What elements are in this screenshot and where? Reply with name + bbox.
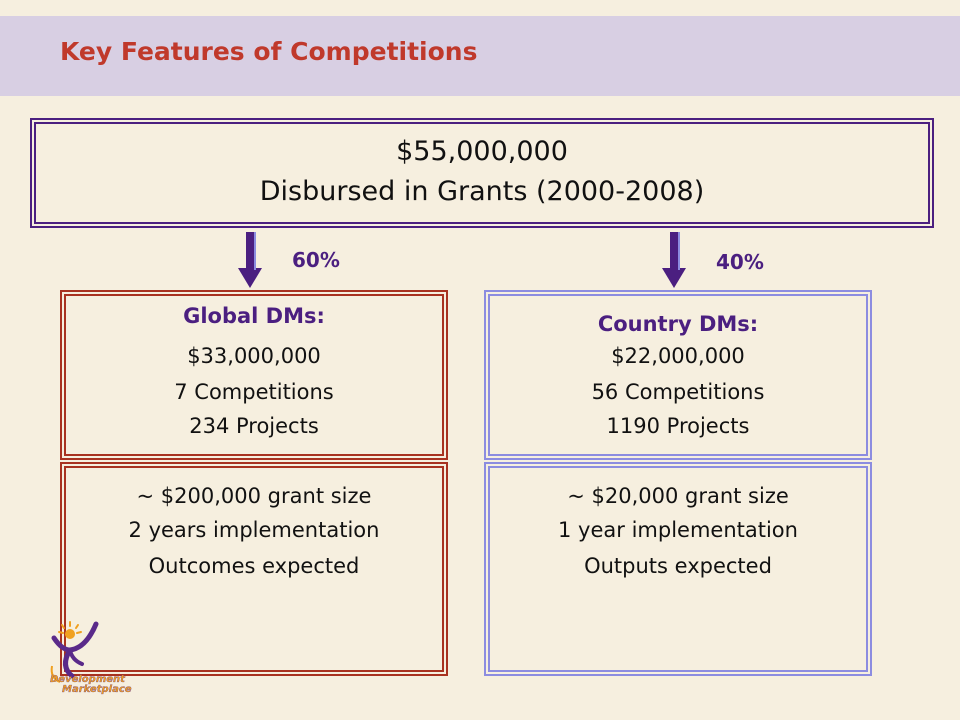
- global-details-box: ~ $200,000 grant size 2 years implementa…: [64, 466, 444, 672]
- slide-title: Key Features of Competitions: [60, 37, 478, 66]
- svg-text:Marketplace: Marketplace: [62, 684, 132, 695]
- country-percent: 40%: [716, 250, 764, 274]
- total-amount: $55,000,000: [396, 136, 568, 167]
- country-expected: Outputs expected: [584, 554, 772, 578]
- global-amount: $33,000,000: [187, 344, 321, 368]
- arrow-down-right-icon: [662, 232, 686, 288]
- country-details-box: ~ $20,000 grant size 1 year implementati…: [488, 466, 868, 672]
- global-grant-size: ~ $200,000 grant size: [136, 484, 372, 508]
- svg-text:Development: Development: [50, 674, 126, 685]
- global-implementation: 2 years implementation: [128, 518, 380, 542]
- global-heading: Global DMs:: [183, 304, 325, 328]
- country-heading: Country DMs:: [597, 312, 759, 336]
- country-dms-box: Country DMs: $22,000,000 56 Competitions…: [488, 294, 868, 456]
- country-competitions: 56 Competitions: [591, 380, 765, 404]
- country-grant-size: ~ $20,000 grant size: [567, 484, 789, 508]
- global-competitions: 7 Competitions: [174, 380, 334, 404]
- total-grants-box: $55,000,000 Disbursed in Grants (2000-20…: [34, 122, 930, 224]
- country-amount: $22,000,000: [611, 344, 745, 368]
- total-caption: Disbursed in Grants (2000-2008): [259, 176, 705, 207]
- arrow-down-left-icon: [238, 232, 262, 288]
- global-percent: 60%: [292, 248, 340, 272]
- country-projects: 1190 Projects: [606, 414, 750, 438]
- country-implementation: 1 year implementation: [558, 518, 798, 542]
- header-band: [0, 16, 960, 96]
- global-dms-box: Global DMs: $33,000,000 7 Competitions 2…: [64, 294, 444, 456]
- global-expected: Outcomes expected: [148, 554, 360, 578]
- development-marketplace-logo: Development Marketplace: [50, 621, 132, 695]
- global-projects: 234 Projects: [189, 414, 319, 438]
